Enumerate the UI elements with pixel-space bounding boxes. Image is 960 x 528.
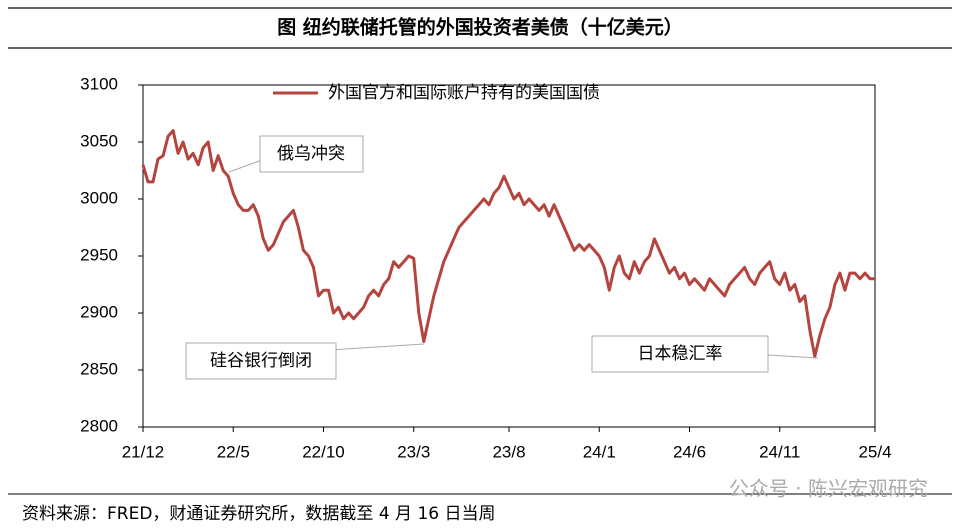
x-tick-label: 24/11 — [759, 442, 800, 461]
y-tick-label: 2800 — [80, 416, 118, 435]
plot-area — [141, 129, 875, 358]
y-tick-label: 2850 — [80, 359, 118, 378]
callout-leader — [228, 159, 263, 173]
callout-box — [185, 342, 337, 380]
x-tick-label: 23/3 — [397, 442, 430, 461]
callout-text: 俄乌冲突 — [277, 144, 345, 164]
callout-box — [591, 335, 769, 373]
callout-text: 硅谷银行倒闭 — [210, 351, 312, 371]
callout-leader — [767, 354, 819, 359]
series-line — [141, 129, 875, 358]
x-tick-label: 22/10 — [302, 442, 345, 461]
callout: 俄乌冲突 — [228, 135, 364, 173]
x-tick-label: 25/4 — [858, 442, 891, 461]
x-tick-label: 22/5 — [217, 442, 250, 461]
chart-title: 图 纽约联储托管的外国投资者美债（十亿美元） — [277, 16, 683, 39]
callout-text: 日本稳汇率 — [638, 344, 723, 364]
y-tick-label: 3100 — [80, 74, 118, 93]
watermark: 公众号 · 陈兴宏观研究 — [729, 477, 928, 501]
callout-leader — [329, 343, 425, 351]
callout: 日本稳汇率 — [591, 335, 819, 373]
x-tick-label: 21/12 — [122, 442, 165, 461]
source-note: 资料来源：FRED，财通证券研究所，数据截至 4 月 16 日当周 — [22, 504, 495, 524]
y-tick-label: 2950 — [80, 245, 118, 264]
callout-box — [259, 135, 364, 173]
legend-label: 外国官方和国际账户持有的美国国债 — [328, 83, 600, 103]
y-tick-label: 2900 — [80, 302, 118, 321]
callout: 硅谷银行倒闭 — [185, 342, 425, 380]
y-tick-label: 3000 — [80, 188, 118, 207]
x-tick-label: 24/6 — [673, 442, 706, 461]
y-tick-label: 3050 — [80, 131, 118, 150]
x-tick-label: 24/1 — [583, 442, 616, 461]
x-tick-label: 23/8 — [492, 442, 525, 461]
